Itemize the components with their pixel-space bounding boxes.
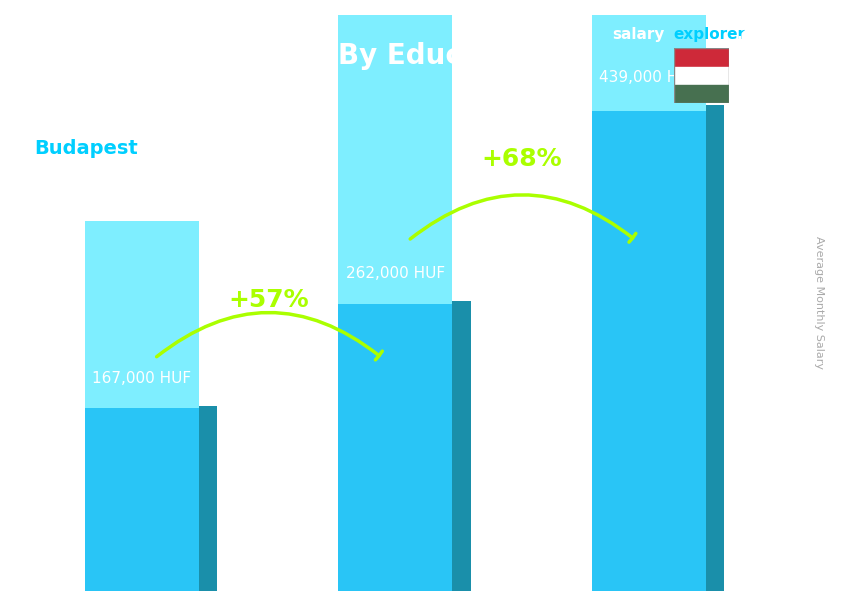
Bar [338,10,452,304]
Text: 439,000 HUF: 439,000 HUF [599,70,699,85]
Bar [85,406,199,591]
Text: 262,000 HUF: 262,000 HUF [346,266,445,281]
Text: salary: salary [612,27,665,42]
Text: 167,000 HUF: 167,000 HUF [92,371,191,386]
Text: +57%: +57% [229,288,309,312]
Text: explorer: explorer [673,27,745,42]
Bar [706,105,724,591]
Bar [592,105,705,591]
Bar [674,48,728,67]
Bar [452,301,471,591]
Bar [85,221,199,408]
Text: Average Monthly Salary: Average Monthly Salary [814,236,824,370]
Text: +68%: +68% [482,147,563,171]
Bar [199,406,217,591]
Text: Salary Comparison By Education: Salary Comparison By Education [34,42,542,70]
Bar [338,301,452,591]
Text: .com: .com [736,27,777,42]
Bar [674,85,728,103]
Bar [592,0,705,111]
Text: Budapest: Budapest [34,139,138,158]
Text: Material Handler: Material Handler [34,97,196,116]
Bar [674,67,728,85]
